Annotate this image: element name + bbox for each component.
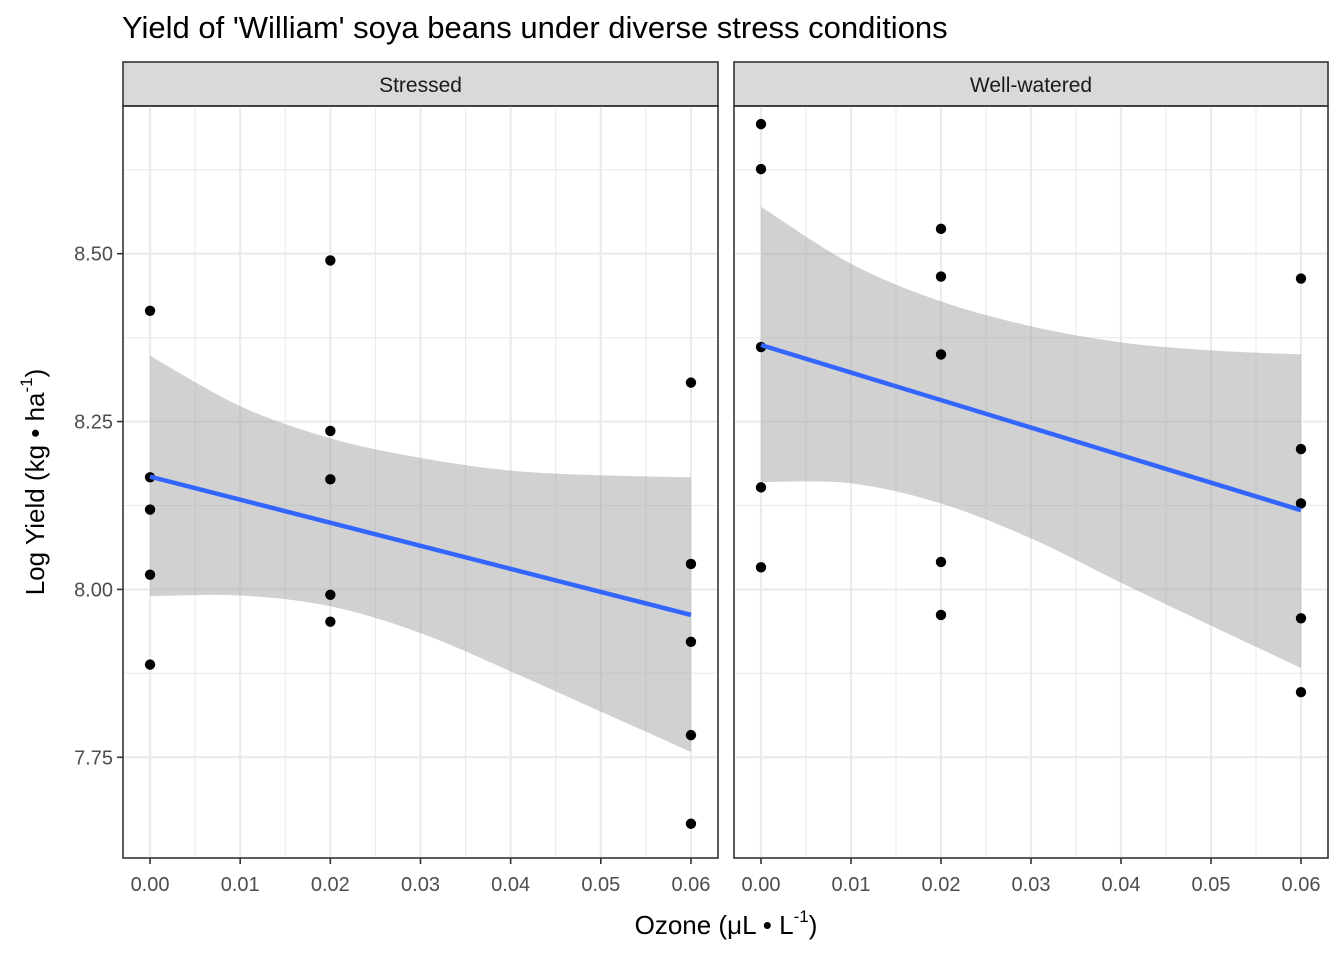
chart-title: Yield of 'William' soya beans under dive… [122, 10, 948, 45]
data-point [325, 425, 336, 437]
x-tick-label: 0.05 [581, 874, 620, 896]
facet-strip-label: Stressed [379, 74, 462, 97]
data-point [1295, 443, 1307, 455]
x-tick-label: 0.06 [671, 874, 710, 896]
data-point [325, 474, 336, 485]
regression-line [760, 342, 1302, 513]
y-tick-label: 8.50 [74, 244, 113, 266]
data-point [935, 223, 947, 235]
facet-strip-label: Well-watered [970, 74, 1092, 97]
facet-panel-well-watered: Well-watered 0.00 0.01 0.02 0.03 0.04 0.05 0.06 [733, 61, 1329, 896]
x-axis-title-exponent: -1 [794, 907, 809, 926]
data-point [1295, 686, 1307, 698]
confidence-band [761, 206, 1301, 668]
data-point [325, 255, 336, 266]
x-tick-label: 0.05 [1192, 874, 1231, 896]
x-tick-label: 0.01 [832, 874, 871, 896]
x-axis-title: Ozone (μL • L-1) [635, 907, 818, 940]
facet-strip [122, 61, 719, 107]
regression-line [149, 474, 692, 618]
x-tick-label: 0.04 [491, 874, 530, 896]
data-point [685, 818, 697, 829]
x-tick-label: 0.04 [1102, 874, 1141, 896]
x-tick-label: 0.00 [742, 874, 781, 896]
data-point [325, 589, 336, 600]
y-axis-title-main: Log Yield (kg • ha [20, 392, 50, 595]
facet-panel-stressed: Stressed 0.00 0.01 0.02 0.03 0.04 0.05 0.06 [122, 61, 719, 896]
data-point [935, 271, 947, 282]
x-axis-title-close: ) [809, 910, 818, 940]
data-point [755, 562, 767, 573]
data-point [144, 305, 156, 316]
data-point [1295, 498, 1307, 509]
data-point [144, 504, 156, 515]
data-point [1295, 273, 1307, 284]
confidence-band [150, 355, 691, 752]
data-point [1295, 613, 1307, 624]
data-point [685, 558, 697, 570]
x-tick-label: 0.03 [401, 874, 440, 896]
data-point [935, 349, 947, 360]
y-axis-title: Log Yield (kg • ha-1) [17, 369, 50, 596]
y-tick-label: 8.00 [74, 579, 113, 601]
y-tick-label: 7.75 [74, 747, 113, 769]
data-point [685, 636, 697, 647]
x-tick-label: 0.00 [131, 874, 170, 896]
data-point [755, 118, 767, 130]
data-point [325, 616, 336, 627]
data-point [685, 377, 697, 388]
y-axis-title-group: Log Yield (kg • ha-1) [17, 369, 50, 596]
data-point [935, 556, 947, 568]
y-axis-title-exponent: -1 [17, 377, 36, 392]
data-point [755, 163, 767, 175]
x-tick-label: 0.02 [311, 874, 350, 896]
y-axis: 7.75 8.00 8.25 8.50 [74, 244, 123, 769]
y-tick-label: 8.25 [74, 412, 113, 434]
x-tick-label: 0.03 [1012, 874, 1051, 896]
data-point [144, 569, 156, 580]
x-tick-label: 0.01 [221, 874, 260, 896]
facet-strip [733, 61, 1329, 107]
data-point [755, 482, 767, 493]
x-axis-title-main: Ozone (μL • L [635, 910, 794, 940]
x-tick-label: 0.06 [1282, 874, 1321, 896]
data-point [144, 659, 156, 670]
data-point [685, 729, 697, 741]
y-axis-title-close: ) [20, 369, 50, 378]
x-tick-label: 0.02 [922, 874, 961, 896]
data-point [935, 609, 947, 621]
